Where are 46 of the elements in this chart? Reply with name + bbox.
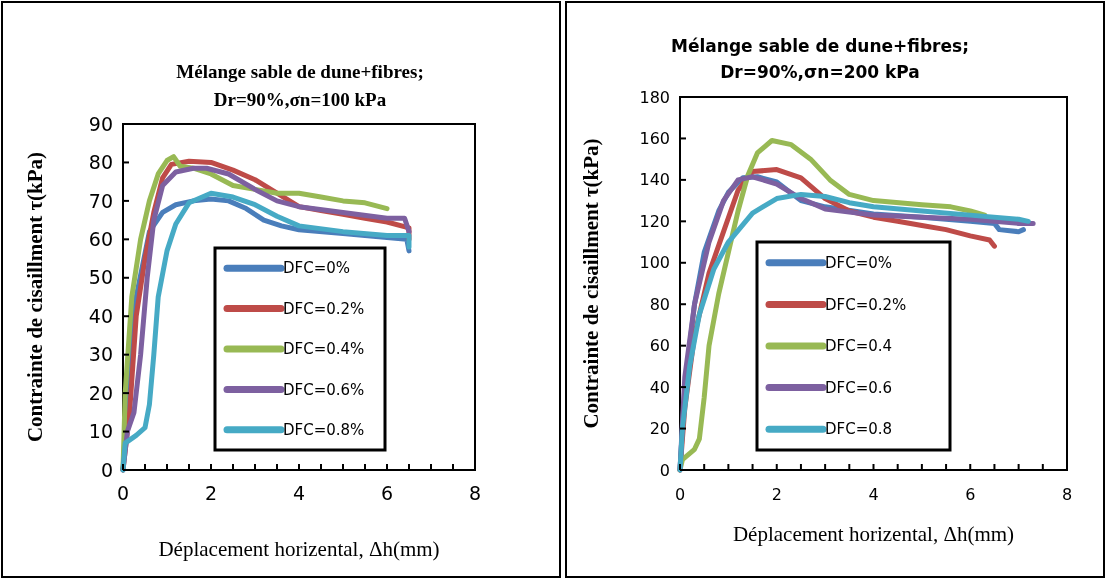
y-tick-label: 60 [88, 227, 113, 250]
x-tick-label: 4 [868, 485, 879, 504]
legend-label: DFC=0.4 [825, 337, 893, 356]
legend-label: DFC=0.8% [283, 421, 365, 440]
y-tick-label: 140 [639, 170, 670, 190]
chart-title: Mélange sable de dune+fibres; Dr=90%,σn=200 kPa [671, 36, 969, 82]
y-tick-label: 30 [88, 343, 113, 366]
y-tick-label: 180 [639, 87, 670, 107]
y-tick-label: 20 [649, 419, 670, 439]
legend-label: DFC=0.6% [283, 380, 365, 399]
y-axis-title: Contrainte de cisaillment τ(kPa) [579, 138, 603, 429]
x-tick-label: 2 [204, 482, 218, 504]
x-tick-label: 6 [965, 485, 976, 504]
legend-label: DFC=0.8 [825, 420, 893, 439]
y-tick-label: 0 [659, 460, 670, 480]
legend-label: DFC=0.2% [283, 299, 365, 318]
legend-label: DFC=0% [825, 254, 893, 273]
x-tick-label: 0 [674, 485, 686, 504]
legend-label: DFC=0.2% [825, 295, 907, 314]
y-tick-label: 160 [639, 129, 670, 149]
y-tick-label: 40 [649, 377, 670, 397]
x-tick-label: 6 [380, 482, 394, 504]
y-tick-label: 20 [88, 381, 113, 404]
x-tick-label: 2 [771, 485, 782, 504]
y-axis-title: Contrainte de cisaillment τ(kPa) [23, 151, 47, 443]
y-tick-label: 0 [100, 458, 113, 481]
y-tick-label: 50 [88, 266, 113, 289]
x-axis-title: Déplacement horizental, Δh(mm) [732, 522, 1015, 546]
y-tick-label: 80 [649, 294, 670, 314]
y-tick-label: 40 [88, 304, 113, 327]
y-tick-label: 60 [649, 336, 670, 356]
x-axis-title: Déplacement horizental, Δh(mm) [158, 537, 440, 561]
legend-label: DFC=0% [283, 259, 351, 278]
y-tick-label: 100 [639, 253, 670, 273]
y-tick-label: 10 [88, 420, 113, 443]
x-tick-label: 8 [468, 482, 482, 504]
x-tick-label: 0 [116, 482, 130, 504]
y-tick-label: 90 [88, 112, 113, 135]
legend-label: DFC=0.6 [825, 378, 893, 397]
y-tick-label: 80 [88, 151, 113, 174]
x-tick-label: 8 [1061, 485, 1073, 504]
x-tick-label: 4 [292, 482, 306, 504]
chart-title: Mélange sable de dune+fibres; Dr=90%,σn=100 kPa [176, 61, 424, 110]
y-tick-label: 120 [639, 211, 670, 231]
legend-label: DFC=0.4% [283, 340, 365, 359]
y-tick-label: 70 [88, 189, 113, 212]
